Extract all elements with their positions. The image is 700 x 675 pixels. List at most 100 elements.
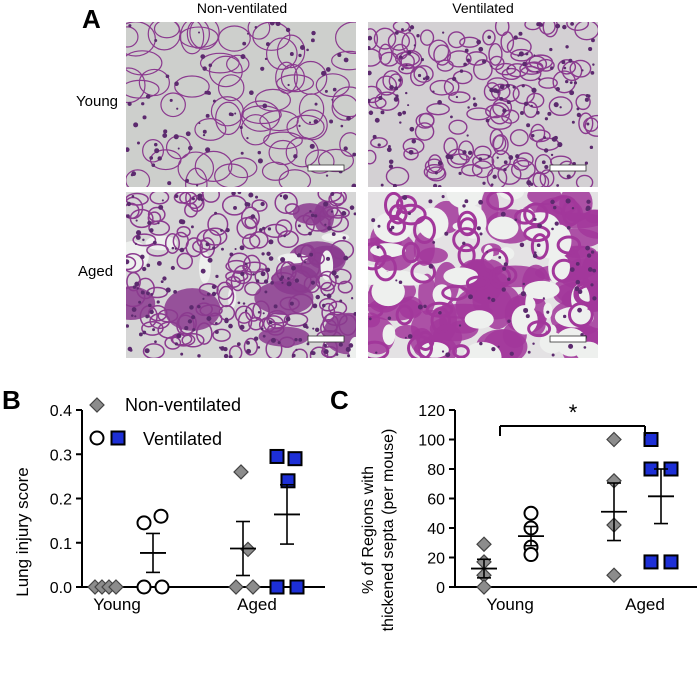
nucleus	[262, 226, 266, 230]
alveolar-wall	[573, 282, 597, 306]
nucleus	[503, 160, 508, 165]
marker-circle	[89, 430, 105, 446]
alveolar-wall	[177, 151, 215, 185]
nucleus	[563, 66, 567, 70]
nucleus	[387, 316, 392, 321]
nucleus	[250, 214, 256, 219]
y-tick-label: 0.1	[50, 536, 72, 553]
nucleus	[161, 199, 164, 202]
nucleus	[372, 134, 377, 139]
nucleus	[517, 54, 520, 57]
y-tick-label: 40	[427, 521, 445, 538]
nucleus	[298, 338, 303, 342]
nucleus	[244, 309, 248, 313]
alveolar-wall	[284, 203, 300, 215]
nucleus	[264, 57, 268, 61]
nucleus	[323, 343, 327, 348]
alveolar-wall	[373, 27, 397, 50]
alveolar-wall	[523, 225, 551, 243]
nucleus	[132, 285, 137, 289]
nucleus	[176, 333, 182, 339]
nucleus	[291, 353, 296, 358]
nucleus	[136, 141, 140, 145]
nucleus	[314, 102, 318, 106]
nucleus	[260, 66, 265, 71]
nucleus	[533, 54, 536, 57]
nucleus	[497, 345, 500, 348]
alveolar-wall	[556, 235, 582, 255]
nucleus	[479, 232, 483, 236]
nucleus	[492, 88, 498, 93]
alveolar-wall	[298, 93, 325, 126]
nucleus	[145, 314, 150, 319]
nucleus	[242, 302, 246, 305]
alveolar-wall	[198, 283, 219, 297]
alveolar-wall	[201, 192, 221, 203]
thickened-septa-chart: % of Regions with thickened septa (per mo…	[360, 400, 697, 632]
nucleus	[466, 134, 469, 137]
nucleus	[388, 159, 394, 165]
nucleus	[467, 106, 470, 109]
nucleus	[509, 351, 514, 356]
alveolar-space	[536, 227, 565, 259]
nucleus	[297, 224, 301, 228]
alveolar-wall	[538, 77, 558, 89]
nucleus	[166, 287, 170, 291]
nucleus	[220, 229, 223, 232]
nucleus	[400, 56, 403, 59]
nucleus	[231, 192, 236, 196]
nucleus	[138, 300, 142, 304]
nucleus	[207, 257, 213, 263]
alveolar-wall	[303, 275, 321, 294]
alveolar-wall	[275, 61, 298, 94]
alveolar-wall	[330, 240, 355, 260]
y-axis-title-line-2: thickened septa (per mouse)	[380, 429, 397, 632]
alveolar-space	[382, 324, 396, 346]
alveolar-wall	[430, 307, 452, 334]
alveolar-wall	[510, 48, 533, 62]
nucleus	[537, 223, 542, 229]
nucleus	[501, 287, 506, 292]
nucleus	[547, 111, 552, 116]
nucleus	[149, 228, 154, 233]
nucleus	[568, 343, 574, 349]
nucleus	[377, 143, 381, 147]
nucleus	[522, 61, 527, 67]
alveolar-wall	[482, 29, 496, 46]
nucleus	[529, 182, 534, 186]
alveolar-wall	[551, 258, 577, 283]
nucleus	[377, 224, 381, 228]
nucleus	[335, 353, 339, 356]
nucleus	[503, 168, 507, 172]
nucleus	[499, 84, 505, 90]
nucleus	[234, 112, 237, 115]
alveolar-wall	[254, 268, 269, 285]
legend-label-non-ventilated: Non-ventilated	[125, 395, 241, 415]
y-tick-label: 0.2	[50, 492, 72, 509]
nucleus	[240, 54, 246, 60]
alveolar-wall	[271, 272, 295, 286]
nucleus	[149, 309, 154, 315]
nucleus	[351, 183, 356, 187]
nucleus	[525, 314, 530, 319]
alveolar-wall	[378, 43, 393, 66]
nucleus	[220, 346, 225, 351]
nucleus	[154, 148, 160, 154]
nucleus	[142, 266, 147, 272]
nucleus	[300, 45, 306, 51]
nucleus	[151, 163, 156, 168]
nucleus	[262, 312, 265, 315]
nucleus	[126, 259, 130, 265]
alveolar-wall	[142, 343, 165, 358]
alveolar-wall	[536, 58, 555, 72]
nucleus	[312, 327, 315, 330]
alveolar-wall	[465, 275, 491, 291]
alveolar-wall	[569, 59, 592, 78]
nucleus	[126, 214, 130, 218]
alveolar-space	[576, 341, 598, 358]
nucleus	[502, 266, 507, 271]
nucleus	[530, 104, 533, 108]
nucleus	[273, 304, 278, 309]
alveolar-wall	[157, 309, 179, 323]
nucleus	[496, 156, 499, 159]
